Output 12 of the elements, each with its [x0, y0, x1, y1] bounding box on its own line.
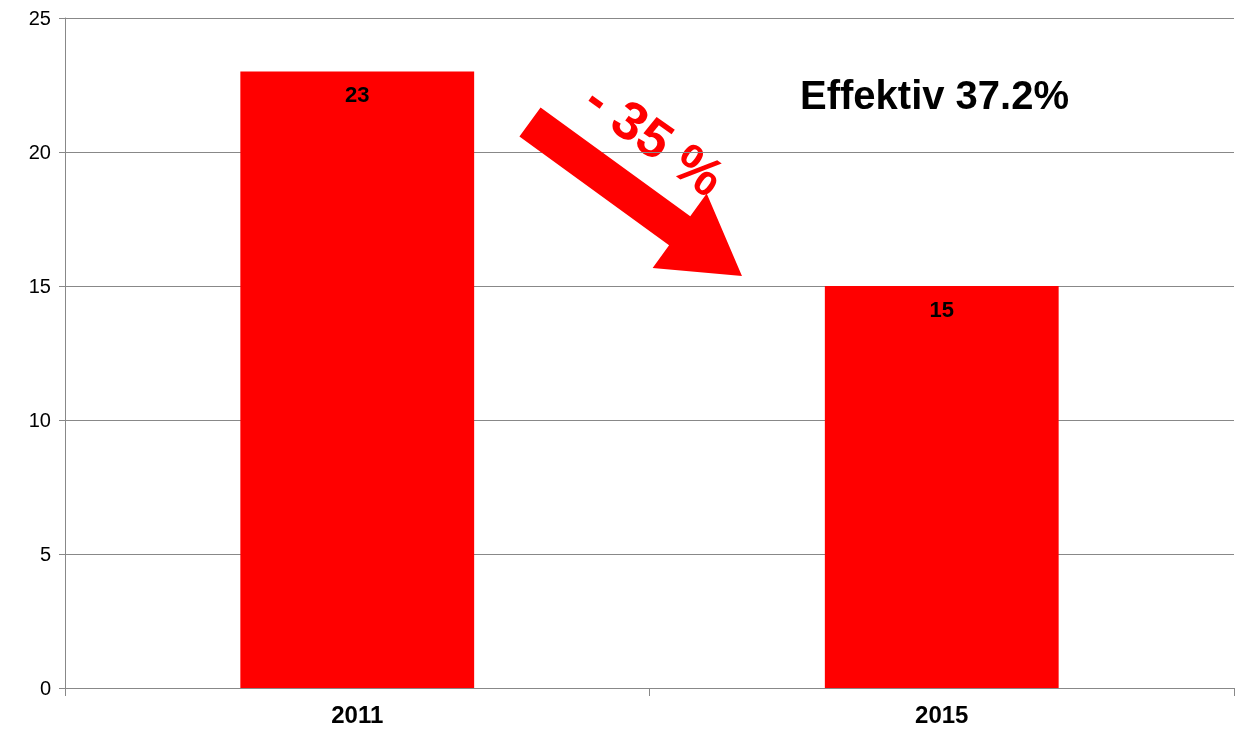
- y-tick-label: 20: [28, 141, 51, 163]
- x-tick-label: 2015: [915, 700, 969, 728]
- y-tick-label: 10: [28, 409, 51, 431]
- y-tick-label: 0: [39, 677, 51, 699]
- annotation: - 35 %: [574, 68, 736, 208]
- data-label: 23: [345, 82, 370, 108]
- y-tick-label: 5: [39, 543, 51, 565]
- data-label: 15: [929, 296, 954, 322]
- annotation: Effektiv 37.2%: [800, 73, 1070, 117]
- x-tick-label: 2011: [331, 700, 384, 728]
- y-tick-label: 15: [28, 275, 51, 297]
- y-tick-label: 25: [28, 7, 51, 29]
